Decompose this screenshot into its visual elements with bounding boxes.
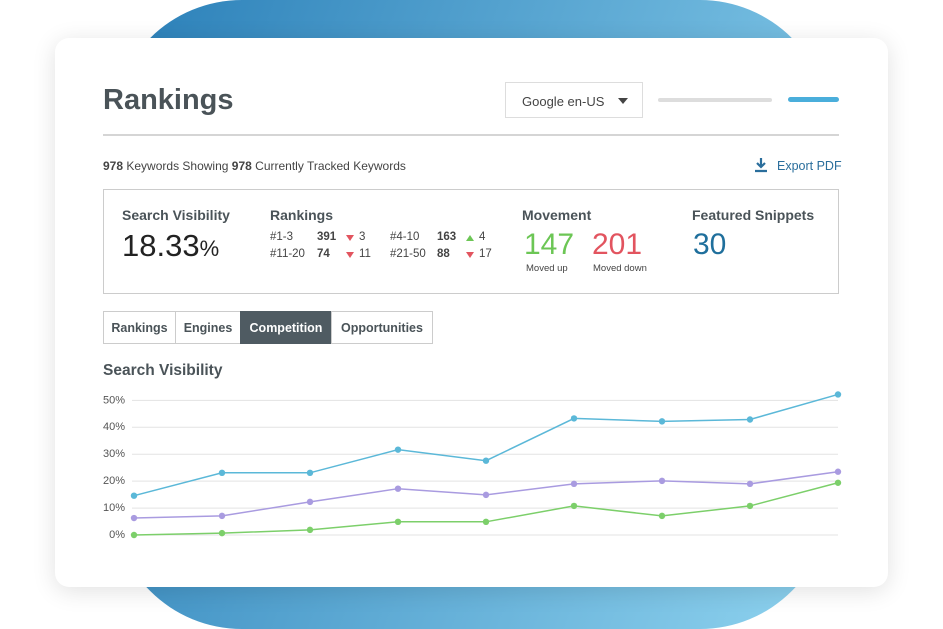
snippets-value: 30 (693, 228, 727, 261)
stat-label: Movement (522, 207, 592, 223)
data-point (218, 512, 226, 520)
range: #1-3 (270, 231, 294, 243)
y-tick-label: 20% (103, 475, 125, 487)
keyword-count: 978 (103, 159, 124, 173)
data-point (482, 518, 490, 526)
data-point (746, 480, 754, 488)
page-title: Rankings (103, 84, 234, 116)
moved-up-label: Moved up (526, 263, 568, 274)
arrow (466, 252, 474, 262)
y-tick-label: 30% (103, 448, 125, 460)
arrow (466, 231, 474, 241)
change: 11 (359, 248, 371, 260)
data-point (306, 526, 314, 534)
data-point (218, 469, 226, 477)
change: 4 (479, 231, 486, 243)
count: 163 (437, 231, 457, 243)
progress-track (658, 98, 772, 102)
change: 3 (359, 231, 366, 243)
progress-bar (788, 97, 839, 102)
data-point (658, 512, 666, 520)
data-point (394, 485, 402, 492)
data-point (658, 418, 666, 425)
value: 18.33 (122, 228, 200, 263)
engine-dropdown[interactable]: Google en-US (505, 82, 643, 118)
stat-label: Search Visibility (122, 207, 230, 223)
keyword-summary: 978 Keywords Showing 978 Currently Track… (103, 159, 406, 173)
y-tick-label: 10% (103, 502, 125, 514)
data-point (834, 468, 842, 475)
data-point (658, 477, 666, 485)
data-point (394, 518, 402, 526)
y-tick-label: 50% (103, 394, 125, 406)
moved-up-value: 147 (524, 228, 575, 261)
range: #4-10 (390, 231, 420, 243)
visibility-value: 18.33% (122, 228, 219, 264)
summary-text: Currently Tracked Keywords (255, 159, 406, 173)
data-point (306, 498, 314, 506)
chart-title: Search Visibility (103, 362, 223, 379)
data-point (834, 479, 842, 486)
data-point (834, 391, 842, 398)
y-tick-label: 0% (109, 529, 125, 541)
moved-down-label: Moved down (593, 263, 647, 274)
data-point (394, 446, 402, 453)
data-point (746, 416, 754, 423)
tracked-count: 978 (231, 159, 252, 173)
tab[interactable]: Opportunities (331, 311, 433, 344)
stat-label: Featured Snippets (692, 207, 815, 223)
export-pdf[interactable]: Export PDF (777, 159, 842, 173)
data-point (570, 480, 578, 488)
data-point (306, 469, 314, 477)
arrow (346, 235, 354, 245)
range: #11-20 (270, 248, 305, 260)
data-point (130, 492, 138, 499)
change: 17 (479, 248, 492, 260)
y-tick-label: 40% (103, 421, 125, 433)
range: #21-50 (390, 248, 426, 260)
tab[interactable]: Competition (240, 311, 332, 344)
summary-text: Keywords Showing (126, 159, 229, 173)
data-point (570, 502, 578, 510)
divider (103, 134, 839, 136)
series-line (133, 482, 839, 536)
count: 74 (317, 248, 330, 260)
download-icon (755, 158, 767, 173)
unit: % (199, 236, 220, 261)
stats-box (103, 189, 839, 294)
stat-label: Rankings (270, 207, 334, 223)
data-point (218, 529, 226, 537)
data-point (570, 415, 578, 422)
count: 391 (317, 231, 337, 243)
series-line (133, 393, 839, 497)
data-point (482, 491, 490, 499)
data-point (746, 502, 754, 510)
data-point (130, 514, 138, 522)
arrow (346, 252, 354, 262)
data-point (130, 531, 138, 539)
card (55, 38, 888, 587)
data-point (482, 457, 490, 464)
moved-down-value: 201 (592, 228, 643, 261)
count: 88 (437, 248, 450, 260)
